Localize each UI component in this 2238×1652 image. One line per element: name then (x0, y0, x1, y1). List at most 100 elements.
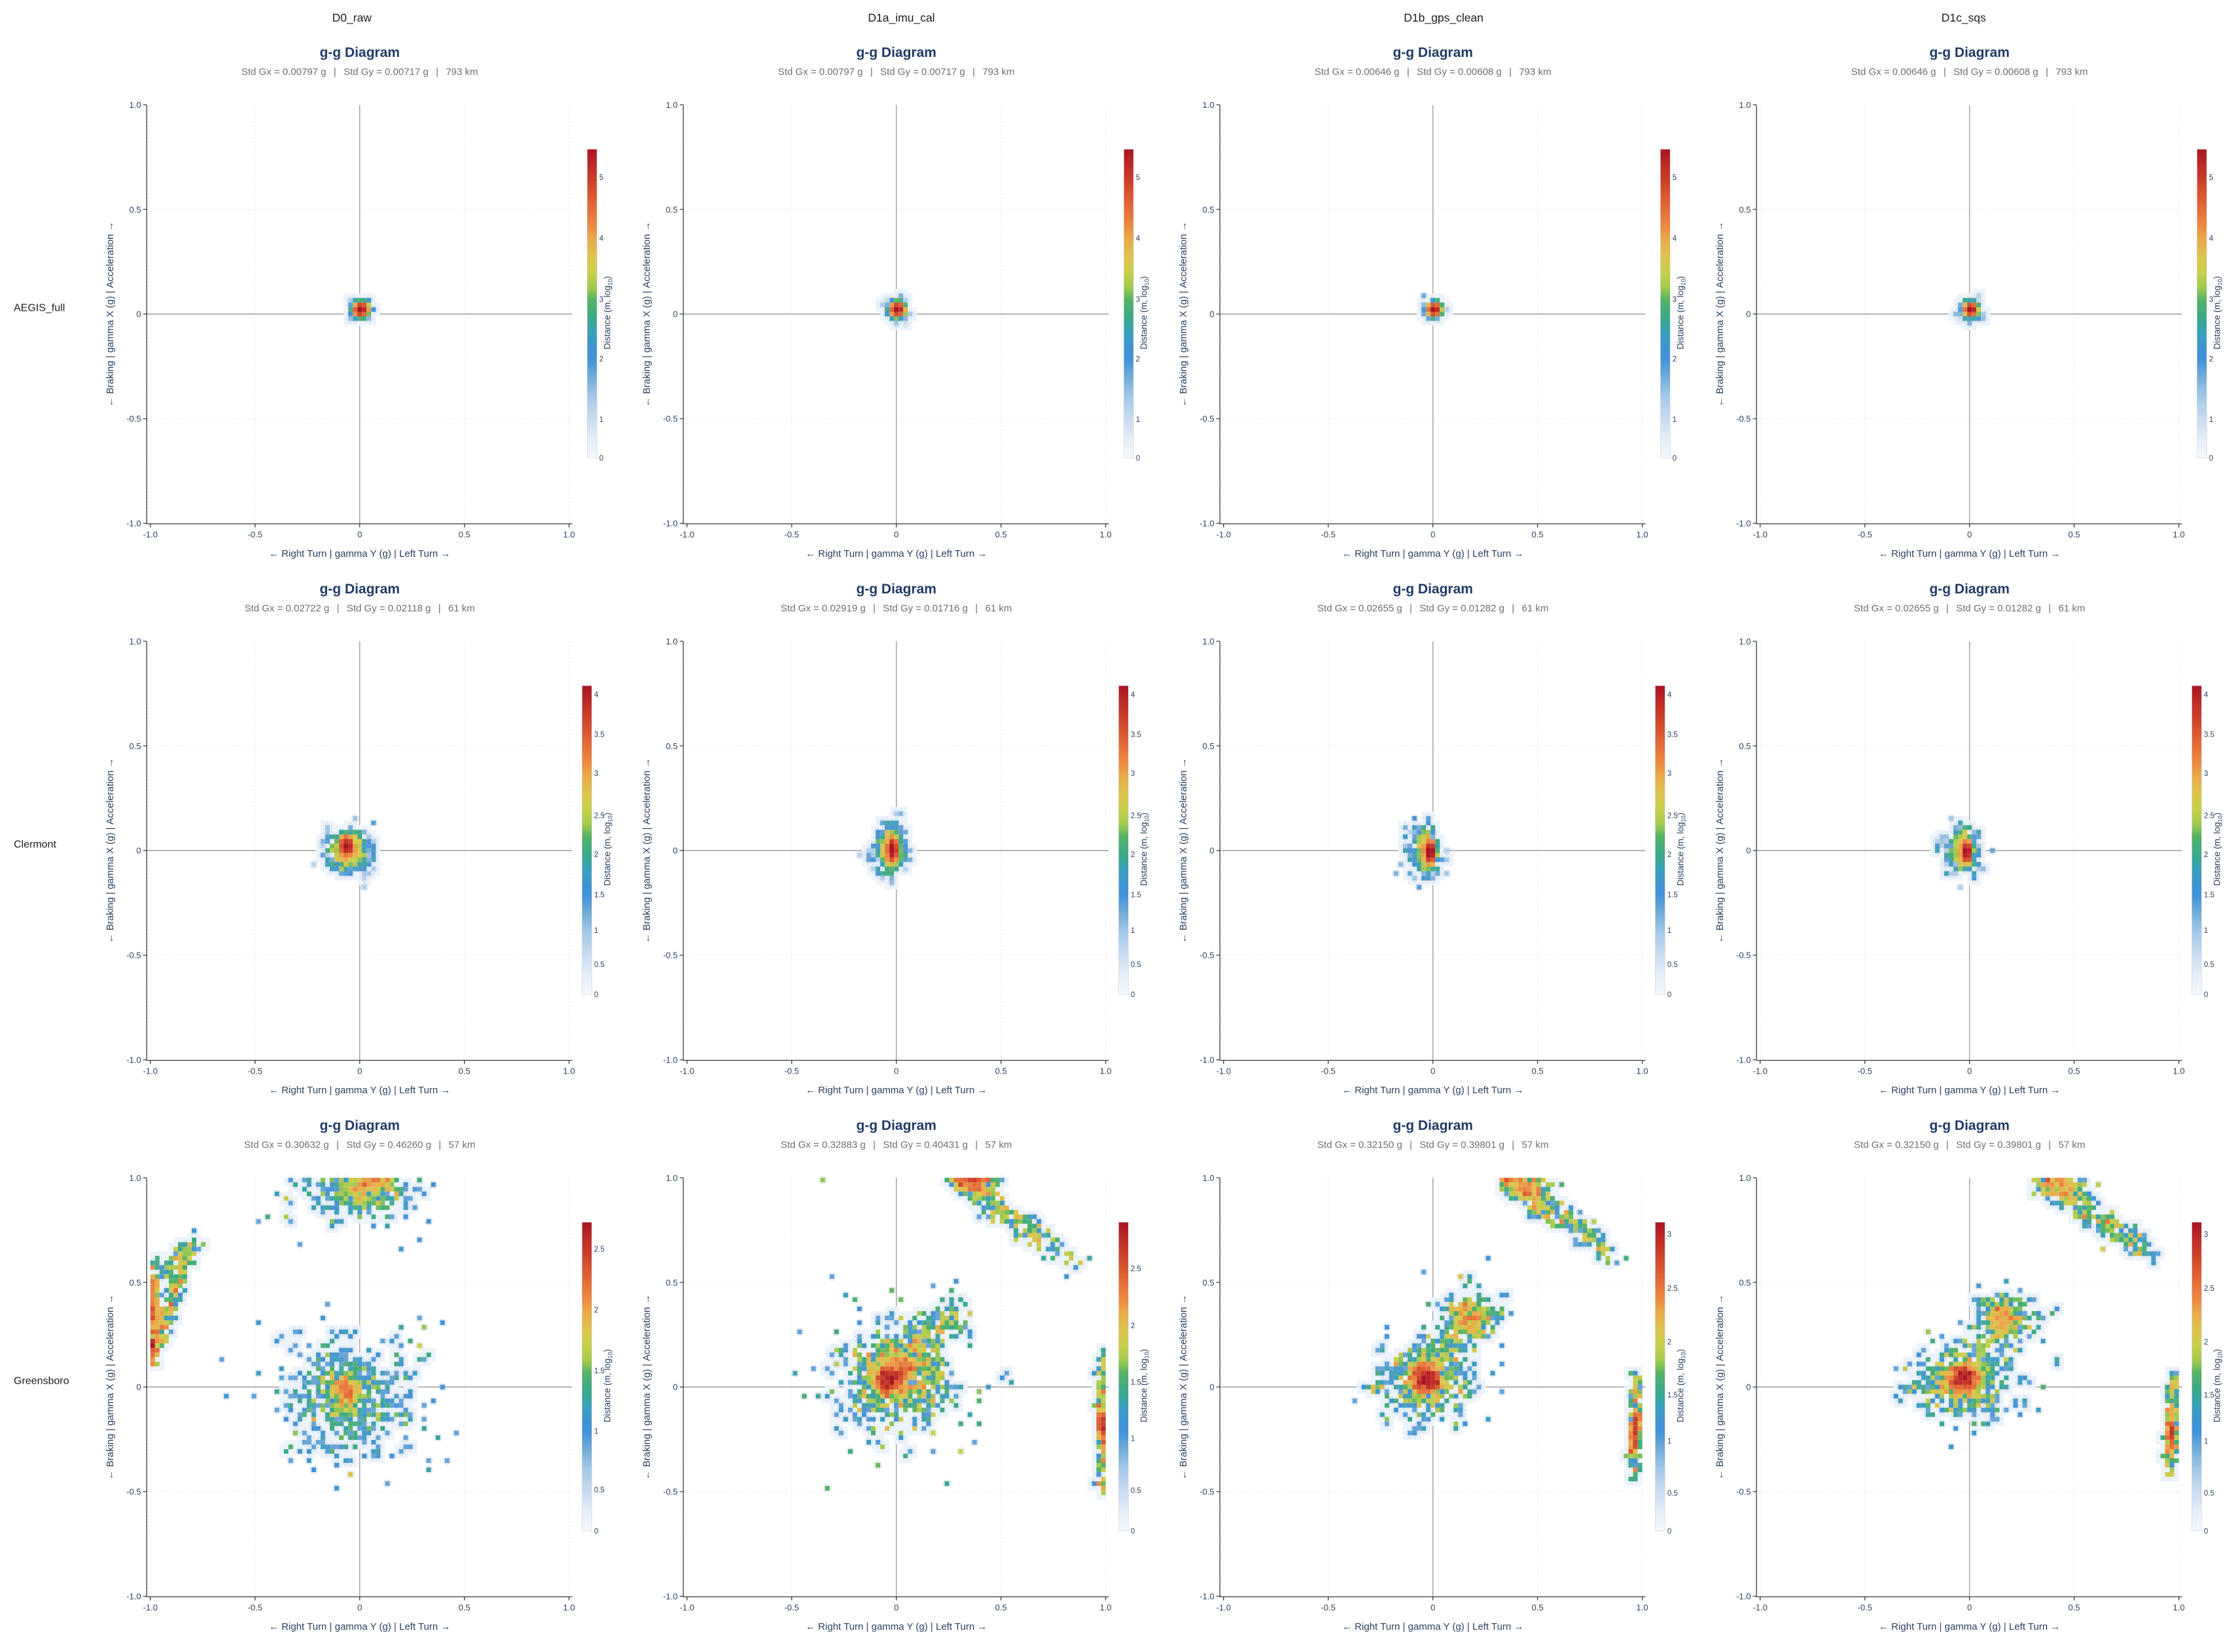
svg-text:0: 0 (1430, 1603, 1435, 1613)
svg-text:-1.0: -1.0 (1753, 1066, 1767, 1076)
svg-text:4: 4 (1673, 235, 1677, 243)
svg-text:← Braking | gamma X (g) | Acce: ← Braking | gamma X (g) | Acceleration → (1178, 222, 1189, 407)
svg-text:← Braking | gamma X (g) | Acce: ← Braking | gamma X (g) | Acceleration → (1714, 758, 1726, 943)
svg-text:1: 1 (1667, 927, 1671, 935)
svg-text:← Right Turn | gamma Y (g) | L: ← Right Turn | gamma Y (g) | Left Turn → (1879, 548, 2060, 559)
svg-text:1: 1 (2204, 927, 2208, 935)
svg-text:2.5: 2.5 (1131, 1265, 1141, 1273)
svg-text:1.0: 1.0 (666, 637, 678, 646)
svg-text:0: 0 (594, 991, 598, 999)
svg-text:0.5: 0.5 (459, 530, 471, 540)
svg-text:0: 0 (599, 455, 603, 463)
svg-text:Std Gx = 0.02655 g | Std G: Std Gx = 0.02655 g | Std Gy = 0.01282 g … (1317, 603, 1548, 614)
svg-text:g-g Diagram: g-g Diagram (1393, 582, 1473, 597)
svg-text:← Right Turn | gamma Y (g) | L: ← Right Turn | gamma Y (g) | Left Turn → (1342, 548, 1523, 559)
svg-text:-0.5: -0.5 (663, 1487, 677, 1497)
svg-text:0.5: 0.5 (1131, 1487, 1141, 1495)
svg-text:AEGIS_full: AEGIS_full (14, 303, 65, 314)
svg-text:1.0: 1.0 (1203, 1173, 1215, 1183)
svg-text:Std Gx = 0.02722 g | Std G: Std Gx = 0.02722 g | Std Gy = 0.02118 g … (245, 603, 475, 614)
svg-text:Greensboro: Greensboro (14, 1376, 69, 1387)
svg-text:0.5: 0.5 (995, 1603, 1007, 1613)
svg-text:Distance (m, log10): Distance (m, log10) (2212, 813, 2224, 886)
svg-text:g-g Diagram: g-g Diagram (1393, 45, 1473, 60)
svg-text:Std Gx = 0.02655 g | Std G: Std Gx = 0.02655 g | Std Gy = 0.01282 g … (1854, 603, 2085, 614)
svg-text:0: 0 (1967, 1066, 1972, 1076)
svg-text:1.0: 1.0 (130, 1173, 141, 1183)
svg-text:-0.5: -0.5 (785, 1066, 799, 1076)
svg-text:Distance (m, log10): Distance (m, log10) (1139, 276, 1150, 349)
svg-text:1.0: 1.0 (563, 1066, 575, 1076)
svg-text:-1.0: -1.0 (1217, 1066, 1231, 1076)
svg-text:0.5: 0.5 (1203, 741, 1215, 751)
svg-text:← Braking | gamma X (g) | Acce: ← Braking | gamma X (g) | Acceleration → (641, 758, 652, 943)
svg-text:← Braking | gamma X (g) | Acce: ← Braking | gamma X (g) | Acceleration → (641, 1295, 652, 1480)
svg-text:2: 2 (594, 851, 598, 859)
svg-text:1.0: 1.0 (563, 530, 575, 540)
svg-text:0.5: 0.5 (459, 1066, 471, 1076)
svg-text:4: 4 (1131, 691, 1135, 699)
svg-text:← Right Turn | gamma Y (g) | L: ← Right Turn | gamma Y (g) | Left Turn → (269, 548, 450, 559)
svg-text:Clermont: Clermont (14, 839, 56, 851)
svg-text:3: 3 (594, 770, 598, 778)
svg-text:-0.5: -0.5 (248, 530, 262, 540)
svg-text:g-g Diagram: g-g Diagram (319, 1118, 400, 1133)
svg-text:3.5: 3.5 (1131, 731, 1141, 739)
svg-text:-0.5: -0.5 (1321, 1603, 1335, 1613)
svg-text:4: 4 (1136, 235, 1141, 243)
svg-text:-0.5: -0.5 (663, 951, 677, 960)
svg-text:0.5: 0.5 (995, 1066, 1007, 1076)
svg-text:3: 3 (1131, 770, 1135, 778)
svg-text:2: 2 (594, 1307, 598, 1314)
svg-text:2: 2 (599, 356, 603, 364)
svg-text:0.5: 0.5 (1532, 1603, 1544, 1613)
svg-text:3.5: 3.5 (594, 731, 605, 739)
svg-text:1: 1 (599, 416, 603, 424)
svg-text:2: 2 (1131, 1322, 1135, 1330)
svg-text:0.5: 0.5 (1131, 961, 1141, 969)
svg-text:-1.0: -1.0 (143, 530, 158, 540)
svg-text:Distance (m, log10): Distance (m, log10) (603, 1349, 614, 1422)
svg-text:Std Gx = 0.02919 g | Std G: Std Gx = 0.02919 g | Std Gy = 0.01716 g … (781, 603, 1012, 614)
svg-text:-0.5: -0.5 (1736, 414, 1750, 424)
svg-text:D1a_imu_cal: D1a_imu_cal (868, 11, 934, 25)
svg-text:-0.5: -0.5 (1858, 1066, 1872, 1076)
svg-text:1.0: 1.0 (1637, 1603, 1648, 1613)
svg-text:-0.5: -0.5 (1321, 530, 1335, 540)
svg-text:0.5: 0.5 (130, 1278, 141, 1288)
svg-text:-1.0: -1.0 (1217, 1603, 1231, 1613)
svg-text:0.5: 0.5 (459, 1603, 471, 1613)
svg-text:0.5: 0.5 (594, 961, 605, 969)
svg-text:← Braking | gamma X (g) | Acce: ← Braking | gamma X (g) | Acceleration → (105, 758, 116, 943)
svg-text:-0.5: -0.5 (126, 1487, 141, 1497)
svg-text:0: 0 (673, 846, 677, 856)
svg-text:3: 3 (2204, 770, 2208, 778)
svg-text:4: 4 (594, 691, 599, 699)
svg-text:0.5: 0.5 (1739, 205, 1751, 215)
svg-text:4: 4 (599, 235, 604, 243)
svg-text:5: 5 (2209, 174, 2213, 182)
svg-text:-1.0: -1.0 (680, 1603, 694, 1613)
svg-text:← Braking | gamma X (g) | Acce: ← Braking | gamma X (g) | Acceleration → (105, 222, 116, 407)
svg-text:-1.0: -1.0 (1736, 519, 1750, 529)
svg-text:1: 1 (1131, 927, 1135, 935)
svg-text:0: 0 (673, 1382, 677, 1392)
svg-text:D1c_sqs: D1c_sqs (1942, 11, 1986, 25)
svg-text:0.5: 0.5 (1203, 1278, 1215, 1288)
svg-text:0: 0 (1667, 1528, 1671, 1536)
svg-text:0: 0 (2204, 991, 2208, 999)
svg-text:← Right Turn | gamma Y (g) | L: ← Right Turn | gamma Y (g) | Left Turn → (806, 1085, 987, 1096)
svg-text:-0.5: -0.5 (248, 1603, 262, 1613)
svg-text:1.5: 1.5 (1131, 891, 1141, 899)
svg-text:-0.5: -0.5 (1199, 414, 1214, 424)
svg-text:0.5: 0.5 (1203, 205, 1215, 215)
svg-text:1: 1 (1673, 416, 1677, 424)
svg-text:D1b_gps_clean: D1b_gps_clean (1404, 11, 1483, 25)
svg-text:0.5: 0.5 (2069, 1066, 2080, 1076)
svg-text:0: 0 (594, 1528, 598, 1536)
svg-text:2.5: 2.5 (594, 1246, 605, 1254)
svg-text:g-g Diagram: g-g Diagram (1393, 1118, 1473, 1133)
svg-text:-1.0: -1.0 (1753, 530, 1767, 540)
svg-text:-1.0: -1.0 (1199, 1055, 1214, 1065)
svg-text:1: 1 (1136, 416, 1140, 424)
